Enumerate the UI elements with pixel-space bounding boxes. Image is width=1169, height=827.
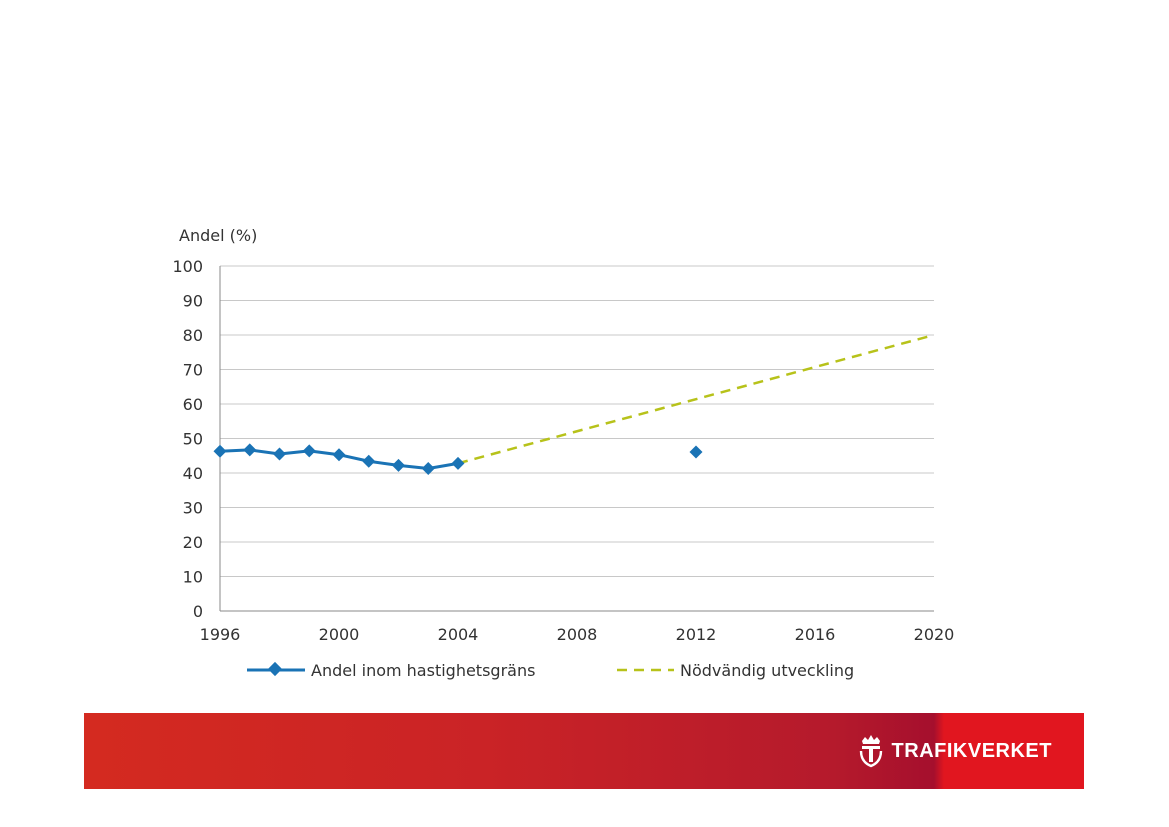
grid-lines [219,265,934,612]
legend-label-required: Nödvändig utveckling [680,661,854,680]
x-axis-ticks: 1996 2000 2004 2008 2012 2016 2020 [200,625,955,644]
legend-item-required: Nödvändig utveckling [617,661,854,680]
x-tick-label: 2004 [438,625,479,644]
y-tick-label: 30 [183,499,203,518]
y-tick-label: 40 [183,464,203,483]
data-point-observed [421,462,435,476]
data-point-observed [451,456,465,470]
data-point-observed-2012 [689,445,703,459]
y-tick-label: 20 [183,533,203,552]
y-axis-label: Andel (%) [179,226,257,245]
legend-item-observed: Andel inom hastighetsgräns [247,661,535,680]
x-tick-label: 2016 [795,625,836,644]
line-chart: 0 10 20 30 40 50 60 70 80 90 100 1996 2000 2004 2008 2… [172,226,955,680]
y-tick-label: 100 [172,257,203,276]
data-point-observed [302,444,316,458]
x-tick-label: 2000 [319,625,360,644]
footer-band: TRAFIKVERKET [84,713,1084,789]
y-tick-label: 60 [183,395,203,414]
y-tick-label: 50 [183,430,203,449]
y-tick-label: 90 [183,292,203,311]
data-point-observed [392,458,405,472]
legend-marker-observed [267,661,283,677]
x-tick-label: 2020 [914,625,955,644]
legend-label-observed: Andel inom hastighetsgräns [311,661,535,680]
series-line-required [457,333,935,465]
y-tick-label: 0 [193,602,203,621]
legend: Andel inom hastighetsgräns Nödvändig utv… [247,661,854,680]
y-tick-label: 70 [183,361,203,380]
crown-t-icon [859,735,882,768]
x-tick-label: 2008 [557,625,598,644]
data-point-observed [273,447,286,461]
x-tick-label: 1996 [200,625,241,644]
y-axis-ticks: 0 10 20 30 40 50 60 70 80 90 100 [172,257,203,621]
x-tick-label: 2012 [676,625,717,644]
y-tick-label: 80 [183,326,203,345]
data-point-observed [332,448,346,462]
brand-name: TRAFIKVERKET [891,739,1052,762]
series-group [213,333,935,476]
brand-logo: TRAFIKVERKET [858,733,1052,769]
data-point-observed [362,454,376,468]
data-point-observed [243,443,257,457]
y-tick-label: 10 [183,568,203,587]
data-point-observed [213,444,227,458]
